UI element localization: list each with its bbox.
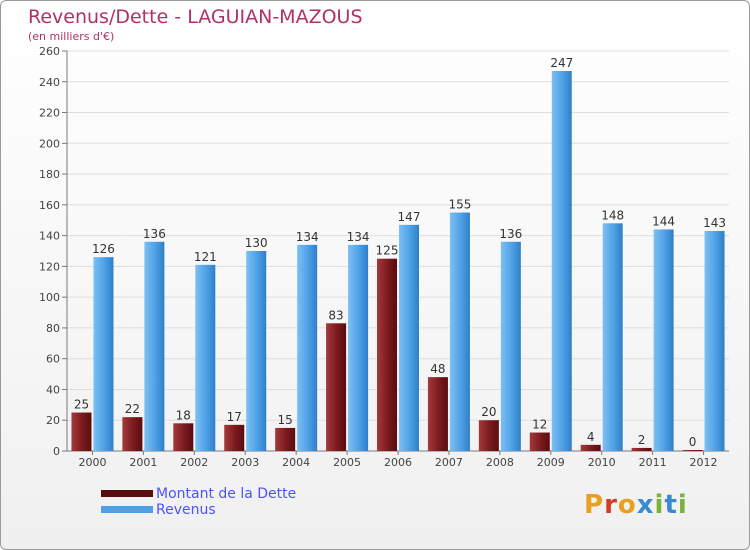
y-tick-label: 20 xyxy=(46,414,60,427)
y-tick-label: 220 xyxy=(39,107,60,120)
x-tick-label: 2000 xyxy=(78,456,106,469)
bar-revenus xyxy=(348,244,369,451)
data-label-revenus: 126 xyxy=(92,242,115,256)
x-tick-label: 2008 xyxy=(486,456,514,469)
bar-dette xyxy=(71,412,92,451)
legend-swatch-dette xyxy=(101,490,153,497)
bar-revenus xyxy=(297,244,318,451)
y-tick-label: 120 xyxy=(39,260,60,273)
data-label-revenus: 121 xyxy=(194,250,217,264)
data-label-revenus: 147 xyxy=(398,210,421,224)
bar-revenus xyxy=(93,257,114,451)
y-tick-label: 40 xyxy=(46,383,60,396)
logo-letter: P xyxy=(584,490,605,520)
proxiti-logo: Proxiti xyxy=(584,490,688,520)
logo-letter: o xyxy=(617,490,637,520)
bar-dette xyxy=(275,427,296,451)
data-label-dette: 18 xyxy=(176,408,191,422)
data-label-revenus: 130 xyxy=(245,236,268,250)
y-tick-label: 80 xyxy=(46,322,60,335)
bar-revenus xyxy=(551,71,572,451)
data-label-dette: 25 xyxy=(74,398,89,412)
data-label-dette: 12 xyxy=(532,418,547,432)
x-tick-label: 2011 xyxy=(639,456,667,469)
y-tick-label: 0 xyxy=(53,445,60,458)
bar-dette xyxy=(580,444,601,451)
bar-dette xyxy=(631,447,652,451)
x-tick-label: 2010 xyxy=(588,456,616,469)
x-tick-label: 2004 xyxy=(282,456,310,469)
bar-revenus xyxy=(602,223,623,451)
x-tick-label: 2012 xyxy=(690,456,718,469)
logo-letter: x xyxy=(636,490,655,520)
data-label-dette: 20 xyxy=(481,405,496,419)
y-tick-label: 200 xyxy=(39,137,60,150)
bar-dette xyxy=(478,420,499,451)
y-tick-label: 180 xyxy=(39,168,60,181)
y-tick-label: 100 xyxy=(39,291,60,304)
chart-subtitle: (en milliers d'€) xyxy=(28,30,115,43)
x-tick-label: 2003 xyxy=(231,456,259,469)
x-tick-label: 2001 xyxy=(129,456,157,469)
data-label-dette: 48 xyxy=(430,362,445,376)
x-tick-label: 2009 xyxy=(537,456,565,469)
bar-revenus xyxy=(144,241,165,451)
bar-dette xyxy=(427,377,448,451)
data-label-revenus: 136 xyxy=(143,227,166,241)
bar-revenus xyxy=(195,264,216,451)
data-label-dette: 15 xyxy=(278,413,293,427)
y-tick-label: 260 xyxy=(39,45,60,58)
data-label-revenus: 155 xyxy=(448,198,471,212)
data-label-revenus: 144 xyxy=(652,214,675,228)
bar-revenus xyxy=(704,231,725,451)
x-tick-label: 2006 xyxy=(384,456,412,469)
bar-dette xyxy=(122,417,143,451)
bar-revenus xyxy=(399,224,419,451)
logo-letter: r xyxy=(604,490,618,520)
logo-letter: i xyxy=(677,490,688,520)
chart-title: Revenus/Dette - LAGUIAN-MAZOUS xyxy=(28,6,363,28)
bar-dette xyxy=(173,423,194,451)
x-tick-label: 2007 xyxy=(435,456,463,469)
bar-revenus xyxy=(449,212,470,451)
bar-dette xyxy=(326,323,347,451)
legend-swatch-revenus xyxy=(101,506,153,513)
y-tick-label: 60 xyxy=(46,353,60,366)
data-label-revenus: 134 xyxy=(296,230,319,244)
data-label-dette: 2 xyxy=(638,433,646,447)
data-label-dette: 0 xyxy=(689,435,697,449)
legend-label-revenus: Revenus xyxy=(156,502,216,518)
x-tick-label: 2005 xyxy=(333,456,361,469)
data-label-dette: 17 xyxy=(227,410,242,424)
bar-dette xyxy=(377,258,397,451)
bar-dette xyxy=(224,424,245,451)
data-label-dette: 125 xyxy=(376,244,399,258)
y-tick-label: 160 xyxy=(39,199,60,212)
bar-revenus xyxy=(246,251,267,451)
bar-dette xyxy=(682,450,703,451)
x-tick-label: 2002 xyxy=(180,456,208,469)
data-label-dette: 22 xyxy=(125,402,140,416)
bar-revenus xyxy=(653,229,674,451)
bar-dette xyxy=(529,432,550,451)
logo-letter: t xyxy=(664,490,678,520)
data-label-revenus: 136 xyxy=(499,227,522,241)
data-label-revenus: 134 xyxy=(347,230,370,244)
data-label-dette: 4 xyxy=(587,430,595,444)
data-label-revenus: 247 xyxy=(550,56,573,70)
data-label-revenus: 148 xyxy=(601,208,624,222)
y-tick-label: 240 xyxy=(39,76,60,89)
y-tick-label: 140 xyxy=(39,230,60,243)
data-label-revenus: 143 xyxy=(703,216,726,230)
logo-letter: i xyxy=(654,490,665,520)
legend-label-dette: Montant de la Dette xyxy=(156,486,297,502)
bar-revenus xyxy=(500,241,521,451)
data-label-dette: 83 xyxy=(328,308,343,322)
